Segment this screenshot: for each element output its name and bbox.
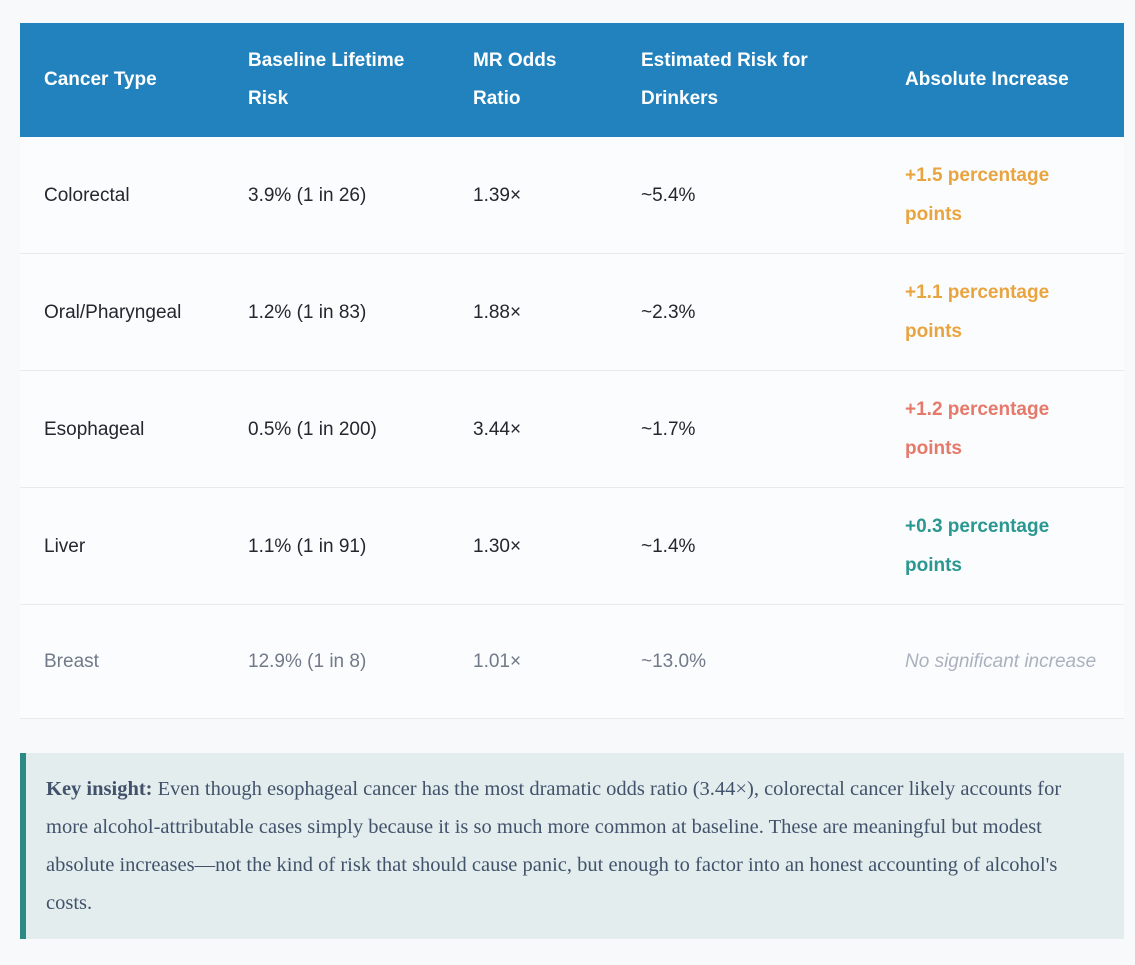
cell-baseline-risk: 0.5% (1 in 200) xyxy=(224,370,449,488)
cell-absolute-increase: +1.5 percentage points xyxy=(881,137,1124,254)
column-header-drinker-risk: Estimated Risk for Drinkers xyxy=(617,23,881,137)
cell-odds-ratio: 1.88× xyxy=(449,253,617,371)
key-insight-body: Even though esophageal cancer has the mo… xyxy=(46,778,1062,914)
table-row: Breast 12.9% (1 in 8) 1.01× ~13.0% No signif… xyxy=(20,604,1124,719)
table-row: Esophageal 0.5% (1 in 200) 3.44× ~1.7% +1.2 … xyxy=(20,370,1124,488)
cell-cancer-type: Breast xyxy=(20,604,224,719)
cell-cancer-type: Liver xyxy=(20,487,224,605)
column-header-odds-ratio: MR Odds Ratio xyxy=(449,23,617,137)
cell-absolute-increase: +1.1 percentage points xyxy=(881,253,1124,371)
cell-drinker-risk: ~1.4% xyxy=(617,487,881,605)
table-row: Colorectal 3.9% (1 in 26) 1.39× ~5.4% +1.5 p… xyxy=(20,137,1124,254)
table-row: Liver 1.1% (1 in 91) 1.30× ~1.4% +0.3 percen… xyxy=(20,487,1124,605)
cell-drinker-risk: ~1.7% xyxy=(617,370,881,488)
table-header: Cancer Type Baseline Lifetime Risk MR Od… xyxy=(20,23,1124,137)
cell-odds-ratio: 3.44× xyxy=(449,370,617,488)
table-row: Oral/Pharyngeal 1.2% (1 in 83) 1.88× ~2.3% +… xyxy=(20,253,1124,371)
cell-baseline-risk: 3.9% (1 in 26) xyxy=(224,137,449,254)
cell-cancer-type: Esophageal xyxy=(20,370,224,488)
key-insight-text: Key insight: Even though esophageal canc… xyxy=(46,770,1090,922)
cell-odds-ratio: 1.30× xyxy=(449,487,617,605)
column-header-cancer-type: Cancer Type xyxy=(20,23,224,137)
cell-baseline-risk: 1.2% (1 in 83) xyxy=(224,253,449,371)
cell-drinker-risk: ~13.0% xyxy=(617,604,881,719)
key-insight-label: Key insight: xyxy=(46,778,153,800)
cell-drinker-risk: ~2.3% xyxy=(617,253,881,371)
table-body: Colorectal 3.9% (1 in 26) 1.39× ~5.4% +1.5 p… xyxy=(20,137,1124,719)
cell-baseline-risk: 12.9% (1 in 8) xyxy=(224,604,449,719)
cell-absolute-increase: +0.3 percentage points xyxy=(881,487,1124,605)
cell-odds-ratio: 1.01× xyxy=(449,604,617,719)
key-insight-callout: Key insight: Even though esophageal canc… xyxy=(20,753,1124,939)
cell-cancer-type: Oral/Pharyngeal xyxy=(20,253,224,371)
cell-absolute-increase: No significant increase xyxy=(881,604,1124,719)
cell-drinker-risk: ~5.4% xyxy=(617,137,881,254)
column-header-baseline-risk: Baseline Lifetime Risk xyxy=(224,23,449,137)
cell-baseline-risk: 1.1% (1 in 91) xyxy=(224,487,449,605)
header-row: Cancer Type Baseline Lifetime Risk MR Od… xyxy=(20,23,1124,137)
column-header-absolute-increase: Absolute Increase xyxy=(881,23,1124,137)
cell-absolute-increase: +1.2 percentage points xyxy=(881,370,1124,488)
cell-odds-ratio: 1.39× xyxy=(449,137,617,254)
cell-cancer-type: Colorectal xyxy=(20,137,224,254)
cancer-risk-table: Cancer Type Baseline Lifetime Risk MR Od… xyxy=(20,23,1124,719)
